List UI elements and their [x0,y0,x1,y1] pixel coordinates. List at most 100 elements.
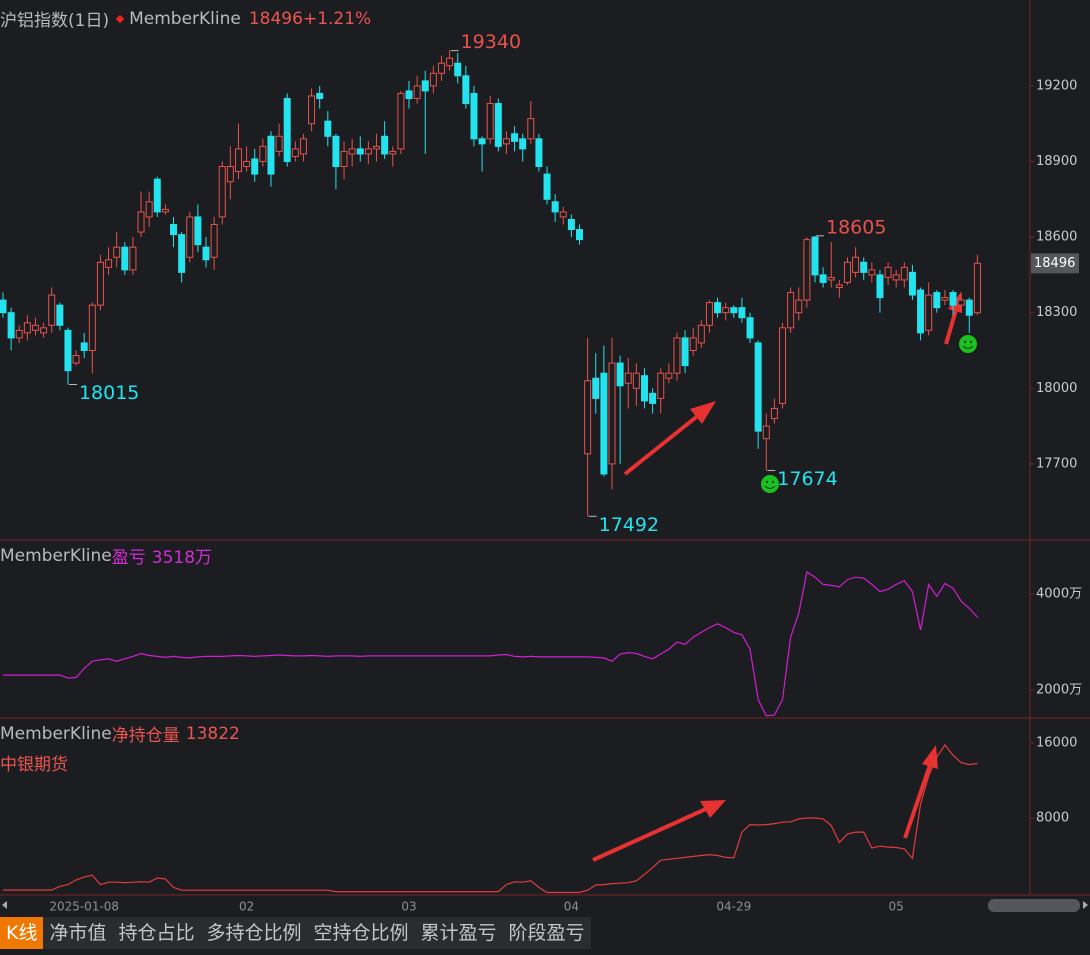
candle-body [324,120,332,137]
candle-body [592,377,600,399]
candle-body [405,90,413,99]
candle-body [632,372,640,389]
marker [115,14,125,23]
metric-value: 13822 [185,723,240,744]
candle-body [186,216,194,258]
candle-body [478,138,486,145]
indicator-name: MemberKline [0,545,112,566]
price-tag [1031,253,1079,274]
series-line [3,743,978,894]
candle-body [665,372,673,379]
candle-body [178,234,186,273]
smiley-icon [959,335,977,353]
arrows [592,292,962,862]
y-tick-label: 17700 [1036,456,1077,471]
tab[interactable]: K线 [0,917,44,949]
scroll-left[interactable] [2,901,7,909]
candle-body [15,329,23,339]
candle-body [714,302,722,314]
candle-body [770,407,778,420]
candle-body [96,261,104,306]
y-tick-label: 2000万 [1036,683,1082,698]
extreme-label: 18015 [79,382,139,404]
candle-body [681,337,689,367]
candle-body [649,392,657,404]
candle-body [462,75,470,105]
candle-body [730,307,738,314]
candle-body [787,292,795,329]
candle-body [689,337,697,351]
price-tag-label: 18496 [1034,256,1075,271]
candle-body [72,355,80,364]
candle-body [551,201,559,213]
candle-body [275,135,283,152]
y-tick-label: 8000 [1036,811,1069,826]
scroll-right[interactable] [1083,901,1088,909]
metric-value: 3518万 [151,548,213,568]
candle-body [170,223,178,236]
y-tick-label: 4000万 [1036,587,1082,602]
candle-body [762,425,770,440]
extreme-label: 17492 [599,514,659,536]
candle-body [129,246,137,271]
candle-body [88,304,96,351]
x-tick-label: 02 [239,900,254,914]
candle-body [852,256,860,273]
metric-name: 盈亏 [111,548,146,568]
candle-body [624,372,632,384]
candle-body [494,103,502,147]
tab[interactable]: 空持仓比例 [313,922,409,944]
candle-body [803,239,811,301]
tab[interactable]: 多持仓比例 [206,922,302,944]
x-tick-label: 05 [889,900,904,914]
candle-body [657,372,665,399]
candle-body [673,337,681,374]
candle-body [795,299,803,314]
candle-body [900,266,908,281]
candle-body [364,148,372,155]
candle-body [283,97,291,162]
candle-body [746,317,754,339]
candle-body [486,103,494,140]
candle-body [827,276,835,281]
tab[interactable]: 净市值 [49,922,107,944]
candle-body [779,327,787,404]
tab[interactable]: 累计盈亏 [420,922,497,944]
position-header: MemberKline 净持仓量 13822 [0,721,240,747]
extreme-label: 18605 [826,216,886,238]
tab[interactable]: 阶段盈亏 [508,922,585,944]
candle-body [454,62,462,77]
metric-name: 净持仓量 [111,726,180,746]
candle-body [884,266,892,278]
tab[interactable]: 持仓占比 [118,922,195,944]
candle-body [843,261,851,283]
candle-body [218,166,226,218]
candle-body [299,138,307,155]
candle-body [210,223,218,258]
candle-body [267,135,275,175]
candle-body [389,150,397,155]
candle-body [584,380,592,455]
candle-body [7,312,15,339]
candle-body [48,294,56,326]
candle-body [697,324,705,344]
candle-body [243,160,251,168]
candle-body [835,284,843,288]
candle-body [113,246,121,258]
indicator-name: MemberKline [129,8,241,29]
y-tick-label: 19200 [1036,78,1077,93]
candle-body [600,372,608,475]
scrollbar[interactable] [988,899,1080,912]
candle-body [316,92,324,99]
candle-body [519,138,527,150]
candle-body [446,57,454,67]
candle-body [121,246,129,271]
candle-body [64,329,72,372]
y-tick-label: 18000 [1036,381,1077,396]
symbol-title: 沪铝指数(1日) [0,11,110,31]
candle-body [145,201,153,218]
candle-body [291,148,299,157]
candle-body [23,322,31,334]
candle-body [640,375,648,402]
candle-body [973,262,981,314]
